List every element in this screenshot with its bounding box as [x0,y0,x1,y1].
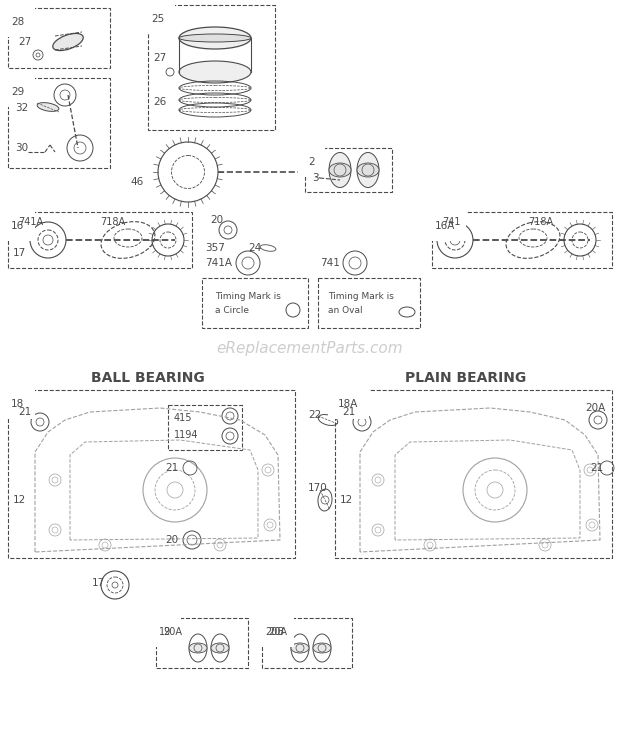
Text: 32: 32 [15,103,29,113]
Bar [168,405,242,450]
Text: 20A: 20A [163,627,182,637]
Text: 1194: 1194 [174,430,198,440]
Ellipse shape [179,61,251,83]
Text: an Oval: an Oval [328,306,363,315]
Text: 20A: 20A [268,627,287,637]
Bar [8,390,295,558]
Text: 30: 30 [15,143,28,153]
Bar [148,5,275,130]
Text: 741A: 741A [205,258,232,268]
Text: 26: 26 [153,97,166,107]
Text: 3: 3 [312,173,319,183]
Ellipse shape [357,163,379,177]
Ellipse shape [37,103,59,112]
Text: 46: 46 [130,177,143,187]
Bar [335,390,612,558]
Bar [262,618,352,668]
Text: 19: 19 [159,627,171,637]
Bar [432,212,612,268]
Text: 22: 22 [308,410,321,420]
Bar [8,212,192,268]
Text: 27: 27 [18,37,31,47]
Text: 17: 17 [13,248,26,258]
Text: 357: 357 [205,243,225,253]
Text: eReplacementParts.com: eReplacementParts.com [216,341,404,356]
Text: 12: 12 [13,495,26,505]
Text: 170: 170 [308,483,328,493]
Text: 20: 20 [210,215,223,225]
Ellipse shape [179,34,251,42]
Text: 29: 29 [11,87,24,97]
Text: 24: 24 [248,243,261,253]
Text: 741A: 741A [18,217,43,227]
Ellipse shape [211,643,229,653]
Text: Timing Mark is: Timing Mark is [328,292,394,301]
Text: 741: 741 [320,258,340,268]
Text: 718A: 718A [528,217,553,227]
Text: PLAIN BEARING: PLAIN BEARING [405,371,526,385]
Text: 27: 27 [153,53,166,63]
Text: 25: 25 [151,14,164,24]
Bar [156,618,248,668]
Ellipse shape [329,153,351,187]
Ellipse shape [291,643,309,653]
Text: 16A: 16A [435,221,455,231]
Text: 21: 21 [590,463,603,473]
Text: 17: 17 [92,578,105,588]
Text: 18A: 18A [338,399,358,409]
Text: 28: 28 [11,17,24,27]
Ellipse shape [189,643,207,653]
Text: 21: 21 [342,407,355,417]
Bar [8,8,110,68]
Text: 16: 16 [11,221,24,231]
Text: 20B: 20B [265,627,284,637]
Text: Timing Mark is: Timing Mark is [215,292,281,301]
Text: 2: 2 [308,157,314,167]
Text: 415: 415 [174,413,192,423]
Ellipse shape [53,33,83,51]
Ellipse shape [313,643,331,653]
Ellipse shape [179,27,251,49]
Text: BALL BEARING: BALL BEARING [91,371,205,385]
Text: 18: 18 [11,399,24,409]
Bar [8,78,110,168]
Ellipse shape [357,153,379,187]
Text: 20: 20 [165,535,178,545]
Bar [318,278,420,328]
Text: 741: 741 [442,217,461,227]
Bar [202,278,308,328]
Text: 21: 21 [165,463,179,473]
Text: 12: 12 [340,495,353,505]
Text: a Circle: a Circle [215,306,249,315]
Text: 21: 21 [18,407,31,417]
Text: 20A: 20A [585,403,605,413]
Ellipse shape [329,163,351,177]
Text: 718A: 718A [100,217,125,227]
Bar [305,148,392,192]
